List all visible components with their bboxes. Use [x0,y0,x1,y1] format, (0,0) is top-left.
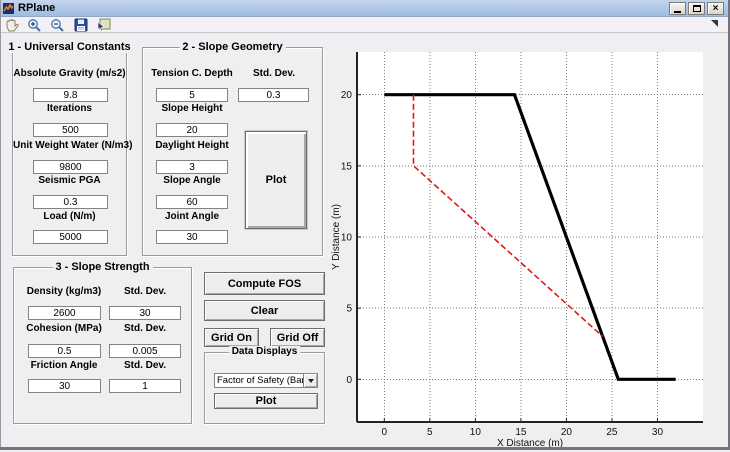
slope-angle-input[interactable] [156,195,228,209]
save-icon [74,18,87,31]
cohesion-std-dev-input[interactable] [109,344,181,358]
pan-hand-icon [6,18,19,31]
svg-text:25: 25 [606,427,618,438]
svg-text:30: 30 [652,427,664,438]
grid-on-button[interactable]: Grid On [204,328,259,347]
panel-data-displays: Data Displays Factor of Safety (Bar) Plo… [204,346,325,424]
close-icon: × [712,2,719,14]
svg-text:5: 5 [427,427,433,438]
data-cursor-button[interactable] [95,18,112,32]
panel-universal-constants: 1 - Universal Constants Absolute Gravity… [5,41,134,256]
daylight-height-label: Daylight Height [155,140,229,151]
slope-height-label: Slope Height [161,103,223,114]
slope-profile-chart: 0 5 10 15 20 25 30 0 5 10 15 20 X Distance (m) Y Dist… [330,45,722,449]
svg-text:X Distance (m): X Distance (m) [497,438,563,447]
minimize-button[interactable] [669,2,686,15]
data-cursor-icon [97,18,111,31]
svg-text:20: 20 [561,427,573,438]
cohesion-label: Cohesion (MPa) [26,323,102,334]
toolbar-overflow-icon[interactable] [711,20,718,27]
svg-text:5: 5 [346,304,352,315]
matlab-app-icon [3,2,14,14]
daylight-height-input[interactable] [156,160,228,174]
window-border-bottom [0,447,730,450]
friction-std-dev-input[interactable] [109,379,181,393]
friction-std-dev-label: Std. Dev. [123,360,167,371]
svg-text:15: 15 [515,427,527,438]
tension-crack-depth-input[interactable] [156,88,228,102]
svg-text:20: 20 [341,90,353,101]
absolute-gravity-input[interactable] [33,88,108,102]
slope-angle-label: Slope Angle [163,175,221,186]
svg-text:10: 10 [341,233,353,244]
minimize-icon [674,11,681,13]
svg-text:15: 15 [341,161,353,172]
tension-std-dev-input[interactable] [238,88,309,102]
joint-angle-input[interactable] [156,230,228,244]
maximize-icon [692,5,701,12]
maximize-button[interactable] [688,2,705,15]
load-label: Load (N/m) [43,211,96,222]
cohesion-std-dev-label: Std. Dev. [123,323,167,334]
data-display-plot-button[interactable]: Plot [214,393,318,409]
seismic-pga-label: Seismic PGA [38,175,101,186]
zoom-out-button[interactable] [49,18,66,32]
panel-slope-geometry-title: 2 - Slope Geometry [179,41,286,53]
cohesion-input[interactable] [28,344,101,358]
grid-off-button[interactable]: Grid Off [270,328,325,347]
combo-dropdown-arrow-icon[interactable] [303,374,317,387]
zoom-in-button[interactable] [26,18,43,32]
window-title: RPlane [18,1,56,14]
absolute-gravity-label: Absolute Gravity (m/s2) [13,68,126,79]
figure-toolbar [0,17,730,33]
iterations-label: Iterations [46,103,92,114]
zoom-in-icon [28,18,41,32]
density-input[interactable] [28,306,101,320]
data-display-selected-value: Factor of Safety (Bar) [217,375,303,386]
window-border-right [728,0,730,450]
close-button[interactable]: × [707,2,724,15]
slope-height-input[interactable] [156,123,228,137]
unit-weight-water-label: Unit Weight Water (N/m3) [13,140,133,151]
svg-text:0: 0 [382,427,388,438]
panel-data-displays-title: Data Displays [228,346,301,357]
pan-hand-button[interactable] [3,18,20,32]
panel-slope-strength-title: 3 - Slope Strength [52,261,153,273]
svg-text:10: 10 [470,427,482,438]
density-label: Density (kg/m3) [26,286,102,297]
data-display-select[interactable]: Factor of Safety (Bar) [214,373,318,388]
svg-text:Y Distance (m): Y Distance (m) [331,204,342,270]
svg-text:0: 0 [346,375,352,386]
unit-weight-water-input[interactable] [33,160,108,174]
iterations-input[interactable] [33,123,108,137]
friction-angle-input[interactable] [28,379,101,393]
title-bar: RPlane × [0,0,730,17]
panel-slope-strength: 3 - Slope Strength Density (kg/m3) Std. … [13,261,192,424]
save-button[interactable] [72,18,89,32]
geometry-plot-button[interactable]: Plot [245,131,307,229]
window-border-left [0,0,1,450]
tension-std-dev-label: Std. Dev. [252,68,296,79]
joint-angle-label: Joint Angle [164,211,220,222]
seismic-pga-input[interactable] [33,195,108,209]
density-std-dev-input[interactable] [109,306,181,320]
compute-fos-button[interactable]: Compute FOS [204,272,325,295]
density-std-dev-label: Std. Dev. [123,286,167,297]
load-input[interactable] [33,230,108,244]
clear-button[interactable]: Clear [204,300,325,321]
panel-slope-geometry: 2 - Slope Geometry Tension C. Depth Std.… [142,41,323,256]
zoom-out-icon [51,18,64,32]
panel-universal-constants-title: 1 - Universal Constants [5,41,134,53]
tension-crack-depth-label: Tension C. Depth [151,68,233,79]
friction-angle-label: Friction Angle [30,360,98,371]
